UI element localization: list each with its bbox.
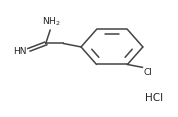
Text: HN: HN [13,47,27,56]
Text: HCl: HCl [145,93,163,103]
Text: NH$_2$: NH$_2$ [42,16,60,28]
Text: Cl: Cl [143,68,152,77]
